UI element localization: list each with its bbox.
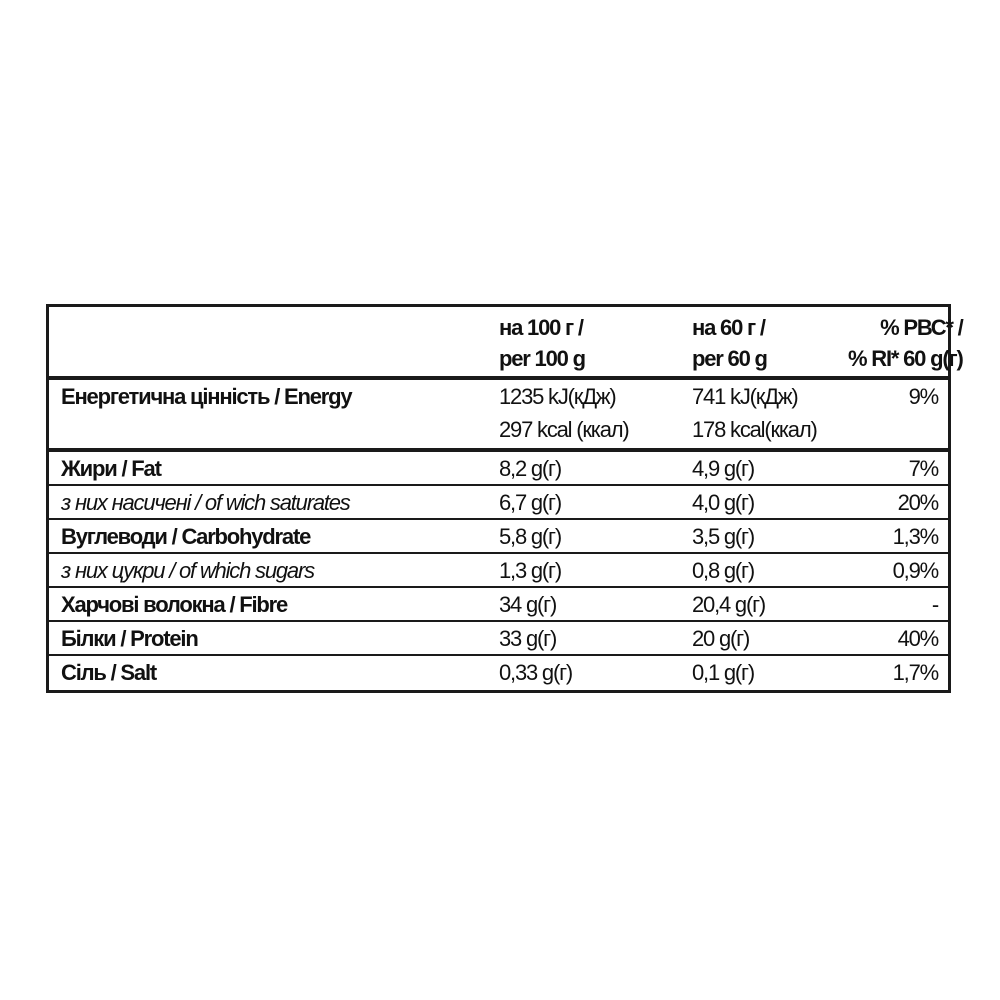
header-per100: на 100 г / per 100 g <box>487 312 680 376</box>
value-ri: - <box>931 592 939 617</box>
energy-per60: 741 kJ(кДж) 178 kcal(ккал) <box>680 380 848 448</box>
header-per100-line2: per 100 g <box>499 346 586 371</box>
value-per100: 0,33 g(г) <box>499 660 573 685</box>
table-row: з них насичені / of wich saturates 6,7 g(… <box>49 486 948 520</box>
energy-label: Енергетична цінність / Energy <box>61 384 353 409</box>
header-empty-cell <box>49 312 487 376</box>
value-per100: 5,8 g(г) <box>499 524 562 549</box>
value-ri: 1,7% <box>892 660 940 685</box>
table-row: Сіль / Salt 0,33 g(г) 0,1 g(г) 1,7% <box>49 656 948 690</box>
nutrient-label: Жири / Fat <box>61 456 162 481</box>
energy-per60-kcal: 178 kcal(ккал) <box>692 417 818 442</box>
value-per60: 0,8 g(г) <box>692 558 755 583</box>
nutrient-label: Білки / Protein <box>61 626 199 651</box>
value-per100: 33 g(г) <box>499 626 557 651</box>
value-ri: 7% <box>908 456 940 481</box>
header-ri-line1: % РВС* / <box>880 315 964 340</box>
value-per60: 4,9 g(г) <box>692 456 755 481</box>
energy-ri: 9% <box>908 384 940 409</box>
table-row: з них цукри / of which sugars 1,3 g(г) 0,8… <box>49 554 948 588</box>
value-per60: 4,0 g(г) <box>692 490 755 515</box>
value-per60: 3,5 g(г) <box>692 524 755 549</box>
header-per100-line1: на 100 г / <box>499 315 584 340</box>
energy-per100-kj: 1235 kJ(кДж) <box>499 384 617 409</box>
nutrient-label: з них насичені / of wich saturates <box>61 490 351 515</box>
energy-per100: 1235 kJ(кДж) 297 kcal (ккал) <box>487 380 680 448</box>
header-ri-line2: % RI* 60 g(г) <box>848 346 964 371</box>
header-per60-line2: per 60 g <box>692 346 768 371</box>
header-ri: % РВС* / % RI* 60 g(г) <box>848 312 973 376</box>
value-per100: 34 g(г) <box>499 592 557 617</box>
nutrient-rows: Жири / Fat 8,2 g(г) 4,9 g(г) 7% з них насиче… <box>49 452 948 690</box>
nutrient-label: Вуглеводи / Carbohydrate <box>61 524 311 549</box>
value-ri: 0,9% <box>892 558 940 583</box>
value-per60: 20 g(г) <box>692 626 750 651</box>
value-per60: 0,1 g(г) <box>692 660 755 685</box>
value-per100: 6,7 g(г) <box>499 490 562 515</box>
header-per60: на 60 г / per 60 g <box>680 312 848 376</box>
table-row: Вуглеводи / Carbohydrate 5,8 g(г) 3,5 g(г)… <box>49 520 948 554</box>
header-per60-line1: на 60 г / <box>692 315 766 340</box>
value-ri: 40% <box>897 626 940 651</box>
energy-row: Енергетична цінність / Energy 1235 kJ(кД… <box>49 380 948 452</box>
energy-per100-kcal: 297 kcal (ккал) <box>499 417 630 442</box>
table-row: Білки / Protein 33 g(г) 20 g(г) 40% <box>49 622 948 656</box>
nutrient-label: Сіль / Salt <box>61 660 157 685</box>
nutrient-label: Харчові волокна / Fibre <box>61 592 288 617</box>
value-ri: 20% <box>897 490 940 515</box>
value-per100: 8,2 g(г) <box>499 456 562 481</box>
nutrient-label: з них цукри / of which sugars <box>61 558 315 583</box>
table-row: Жири / Fat 8,2 g(г) 4,9 g(г) 7% <box>49 452 948 486</box>
nutrition-table: на 100 г / per 100 g на 60 г / per 60 g % … <box>46 304 964 693</box>
energy-per60-kj: 741 kJ(кДж) <box>692 384 799 409</box>
value-per60: 20,4 g(г) <box>692 592 766 617</box>
header-row: на 100 г / per 100 g на 60 г / per 60 g % … <box>49 307 964 380</box>
table-row: Харчові волокна / Fibre 34 g(г) 20,4 g(г) - <box>49 588 948 622</box>
value-per100: 1,3 g(г) <box>499 558 562 583</box>
value-ri: 1,3% <box>892 524 940 549</box>
